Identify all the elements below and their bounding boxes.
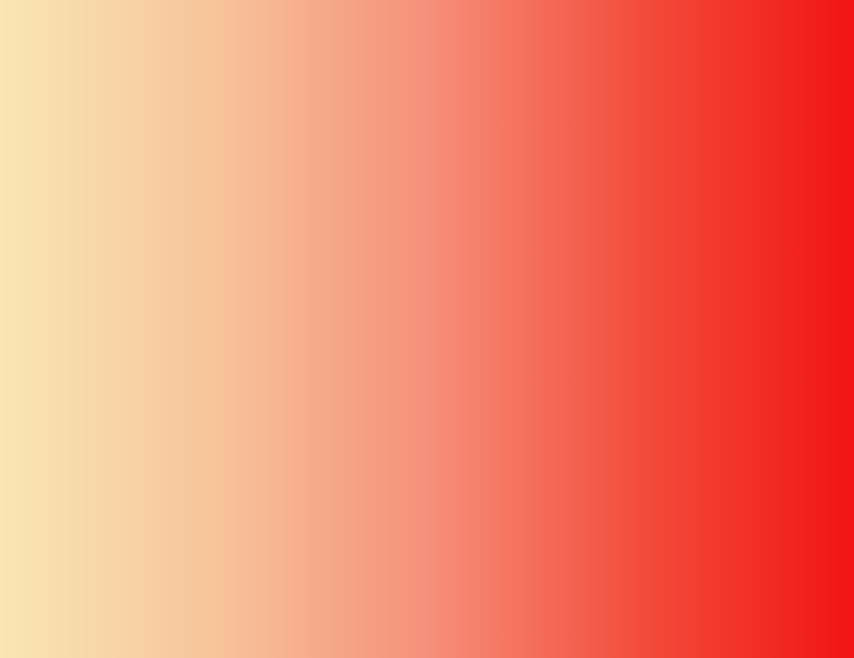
gradient-background xyxy=(0,0,854,658)
